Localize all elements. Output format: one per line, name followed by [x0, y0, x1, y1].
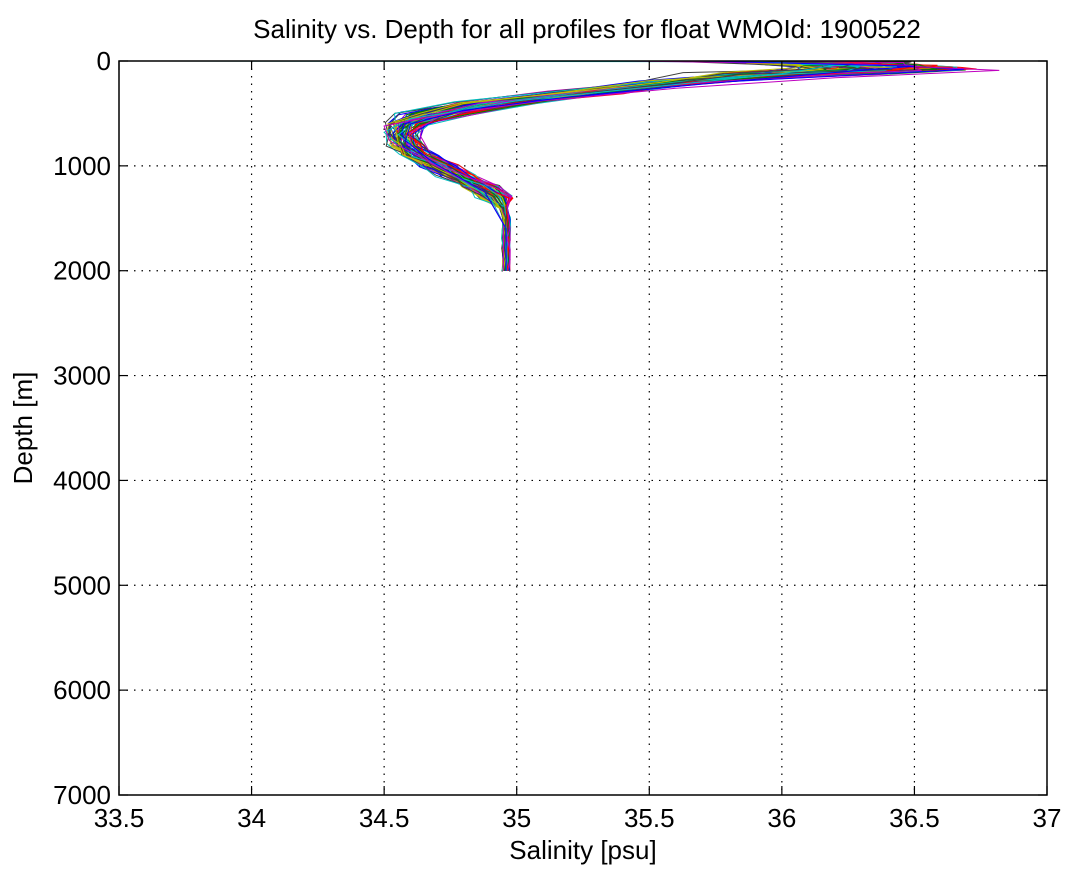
y-tick-label: 0 [97, 46, 111, 76]
y-tick-label: 4000 [53, 465, 111, 495]
y-tick-label: 5000 [53, 570, 111, 600]
profile-line [404, 60, 893, 271]
x-tick-label: 36 [767, 803, 796, 833]
plot-area [119, 61, 1047, 795]
y-tick-label: 3000 [53, 361, 111, 391]
profile-lines [158, 60, 1000, 271]
profile-line-extreme [158, 60, 835, 271]
x-tick-label: 37 [1033, 803, 1062, 833]
plot-frame [118, 60, 1048, 796]
grid-lines [119, 61, 1047, 795]
x-tick-label: 36.5 [889, 803, 940, 833]
profile-line [412, 60, 965, 271]
y-tick-label: 6000 [53, 675, 111, 705]
y-tick-label: 7000 [53, 780, 111, 810]
chart-title: Salinity vs. Depth for all profiles for … [253, 14, 921, 44]
x-tick-label: 34 [237, 803, 266, 833]
profile-line-extreme [404, 60, 915, 271]
x-tick-label: 34.5 [359, 803, 410, 833]
y-axis-title: Depth [m] [8, 372, 38, 485]
y-tick-label: 2000 [53, 256, 111, 286]
profile-line [397, 60, 898, 271]
y-tick-label: 1000 [53, 151, 111, 181]
x-axis-title: Salinity [psu] [509, 835, 656, 865]
x-tick-label: 35 [502, 803, 531, 833]
axis-ticks: 33.5 34 34.5 35 35.5 36 36.5 37 0 1000 2000 3000 400… [53, 46, 1061, 833]
x-tick-label: 33.5 [94, 803, 145, 833]
x-tick-label: 35.5 [624, 803, 675, 833]
